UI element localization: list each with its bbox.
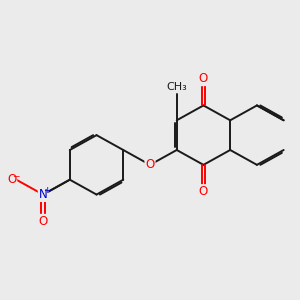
Text: O: O bbox=[38, 215, 48, 228]
Text: O: O bbox=[199, 185, 208, 198]
Text: +: + bbox=[43, 187, 51, 196]
Text: O: O bbox=[146, 158, 154, 171]
Text: N: N bbox=[39, 188, 47, 201]
Text: −: − bbox=[12, 172, 20, 181]
Text: O: O bbox=[199, 72, 208, 85]
Text: CH₃: CH₃ bbox=[167, 82, 187, 92]
Text: O: O bbox=[7, 173, 16, 186]
